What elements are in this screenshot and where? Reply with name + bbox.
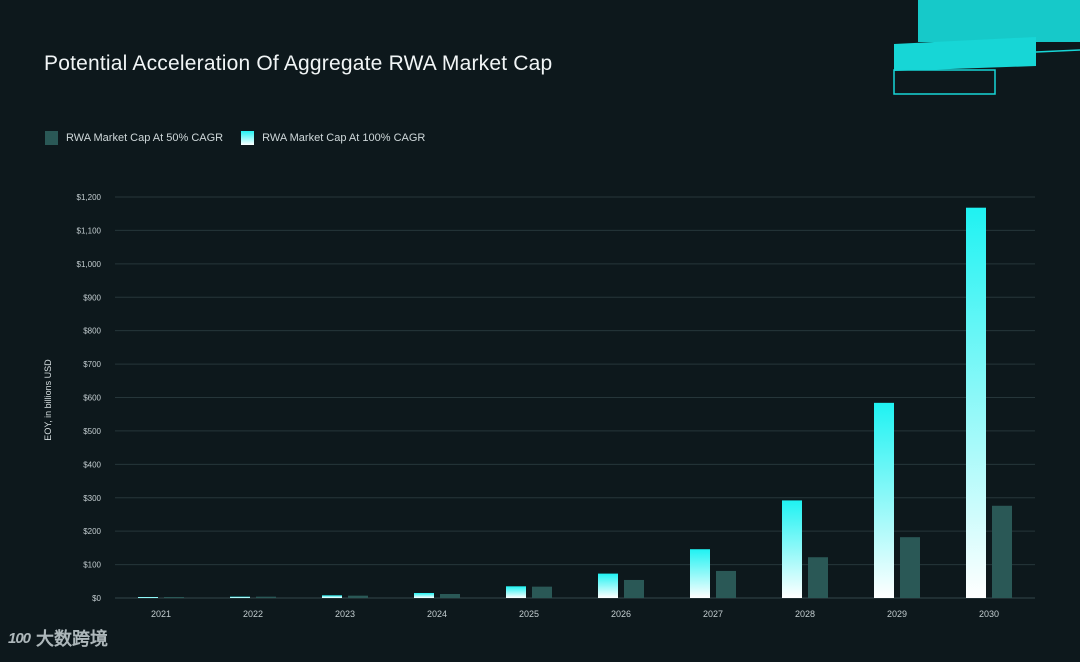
watermark-text: 大数跨境 [36, 629, 109, 649]
bar-50-cagr-2027 [716, 570, 736, 598]
x-tick-label: 2021 [151, 609, 171, 619]
bar-100-cagr-2027 [690, 549, 710, 598]
legend-swatch-50-cagr [45, 131, 58, 145]
x-tick-labels: 2021 2022 2023 2024 2025 2026 2027 2028 2029 2030 [151, 609, 999, 619]
bar-100-cagr-2024 [414, 592, 434, 598]
chart-title: Potential Acceleration Of Aggregate RWA … [44, 52, 553, 75]
y-tick-label: $1,200 [77, 193, 102, 202]
bar-50-cagr-2029 [900, 537, 920, 598]
y-tick-label: $700 [83, 360, 101, 369]
x-tick-label: 2026 [611, 609, 631, 619]
bar-50-cagr-2024 [440, 593, 460, 598]
x-tick-label: 2022 [243, 609, 263, 619]
bar-100-cagr-2026 [598, 573, 618, 598]
x-tick-label: 2030 [979, 609, 999, 619]
legend-swatch-100-cagr [241, 131, 255, 145]
watermark-logo: 100 [8, 629, 31, 647]
y-tick-label: $200 [83, 527, 101, 536]
x-tick-label: 2027 [703, 609, 723, 619]
corner-block-slanted [894, 37, 1036, 71]
legend-label-50-cagr: RWA Market Cap At 50% CAGR [66, 132, 224, 144]
bar-100-cagr-2021 [138, 597, 158, 598]
corner-line [1035, 49, 1080, 53]
corner-block-top [918, 0, 1080, 42]
bar-100-cagr-2028 [782, 500, 802, 598]
y-tick-label: $900 [83, 293, 101, 302]
legend-item-50-cagr: RWA Market Cap At 50% CAGR [45, 131, 223, 145]
y-tick-label: $300 [83, 494, 101, 503]
y-tick-label: $0 [92, 594, 101, 603]
y-tick-label: $1,100 [77, 226, 102, 235]
bar-50-cagr-2022 [256, 596, 276, 598]
bar-100-cagr-2029 [874, 402, 894, 598]
bar-100-cagr-2022 [230, 596, 250, 598]
x-tick-label: 2029 [887, 609, 907, 619]
bar-50-cagr-2026 [624, 579, 644, 598]
x-tick-label: 2028 [795, 609, 815, 619]
y-tick-label: $800 [83, 327, 101, 336]
x-tick-label: 2025 [519, 609, 539, 619]
bars [138, 207, 1012, 598]
legend-item-100-cagr: RWA Market Cap At 100% CAGR [241, 131, 425, 145]
y-tick-labels: $0 $100 $200 $300 $400 $500 $600 $700 $800 $900 $1… [77, 193, 102, 603]
legend-label-100-cagr: RWA Market Cap At 100% CAGR [262, 132, 426, 144]
bar-50-cagr-2021 [164, 597, 184, 598]
bar-50-cagr-2030 [992, 505, 1012, 598]
bar-50-cagr-2025 [532, 586, 552, 598]
gridlines [115, 196, 1035, 599]
y-tick-label: $500 [83, 427, 101, 436]
bar-100-cagr-2025 [506, 586, 526, 598]
legend: RWA Market Cap At 50% CAGR RWA Market Ca… [45, 131, 425, 145]
bar-50-cagr-2023 [348, 595, 368, 598]
y-tick-label: $100 [83, 561, 101, 570]
y-tick-label: $400 [83, 460, 101, 469]
y-tick-label: $600 [83, 394, 101, 403]
corner-decoration [893, 0, 1080, 95]
x-tick-label: 2023 [335, 609, 355, 619]
y-tick-label: $1,000 [77, 260, 102, 269]
bar-100-cagr-2023 [322, 595, 342, 598]
watermark: 100 大数跨境 [8, 625, 108, 651]
corner-outline [893, 69, 996, 95]
x-tick-label: 2024 [427, 609, 447, 619]
y-axis-label: EOY, in billions USD [43, 359, 53, 441]
bar-100-cagr-2030 [966, 207, 986, 598]
bar-50-cagr-2028 [808, 557, 828, 598]
